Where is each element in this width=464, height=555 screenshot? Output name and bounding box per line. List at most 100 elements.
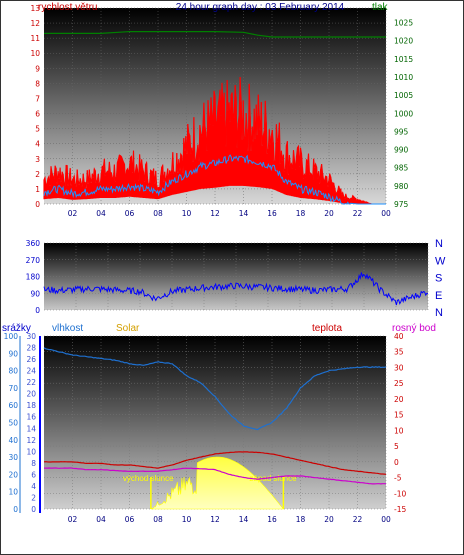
rain-tick-label: 6 — [31, 470, 36, 479]
direction-tick-label: 270 — [26, 256, 41, 265]
pressure-tick-label: 995 — [394, 127, 409, 136]
temp-x-tick-label: 02 — [68, 515, 78, 524]
wind-tick-label: 12 — [30, 19, 40, 28]
temp-tick-label: 40 — [394, 332, 404, 341]
wind-x-tick-label: 08 — [153, 209, 163, 218]
temp-x-tick-label: 20 — [324, 515, 334, 524]
rain-tick-label: 2 — [31, 493, 36, 502]
humidity-axis-title: vlhkost — [52, 323, 83, 334]
wind-x-tick-label: 18 — [296, 209, 306, 218]
wind-direction-series — [43, 272, 429, 306]
temp-tick-label: 10 — [394, 426, 404, 435]
temp-x-tick-label: 14 — [239, 515, 249, 524]
direction-tick-label: 90 — [30, 289, 40, 298]
wind-x-tick-label: 14 — [239, 209, 249, 218]
temp-tick-label: 25 — [394, 379, 404, 388]
wind-x-tick-label: 12 — [210, 209, 220, 218]
pressure-tick-label: 1005 — [394, 91, 413, 100]
rain-tick-label: 10 — [26, 447, 36, 456]
humidity-tick-label: 90 — [8, 349, 18, 358]
pressure-axis-title: tlak — [372, 2, 389, 13]
rain-tick-label: 26 — [26, 355, 36, 364]
chart-title: 24 hour graph day : 03 February 2014 — [176, 2, 345, 13]
rain-tick-label: 28 — [26, 344, 36, 353]
temperature-series — [43, 451, 387, 475]
rain-tick-label: 20 — [26, 390, 36, 399]
pressure-tick-label: 1000 — [394, 109, 413, 118]
wind-tick-label: 5 — [35, 125, 40, 134]
sunrise-label: východ slunce — [123, 474, 174, 483]
wind-tick-label: 0 — [35, 200, 40, 209]
humidity-tick-label: 100 — [4, 332, 19, 341]
temp-x-tick-label: 04 — [96, 515, 106, 524]
pressure-tick-label: 1010 — [394, 73, 413, 82]
humidity-tick-label: 70 — [8, 384, 18, 393]
direction-tick-label: 360 — [26, 239, 41, 248]
pressure-tick-label: 1020 — [394, 37, 413, 46]
temp-x-tick-label: 08 — [153, 515, 163, 524]
temperature-axis-title: teplota — [312, 323, 342, 334]
rain-tick-label: 12 — [26, 436, 36, 445]
humidity-tick-label: 40 — [8, 436, 18, 445]
temp-x-tick-label: 06 — [125, 515, 135, 524]
wind-tick-label: 3 — [35, 155, 40, 164]
wind-x-tick-label: 10 — [182, 209, 192, 218]
pressure-tick-label: 1015 — [394, 55, 413, 64]
temp-tick-label: 20 — [394, 395, 404, 404]
temp-tick-label: 30 — [394, 363, 404, 372]
humidity-tick-label: 50 — [8, 419, 18, 428]
wind-tick-label: 9 — [35, 64, 40, 73]
temp-tick-label: 5 — [394, 442, 399, 451]
temp-x-tick-label: 16 — [267, 515, 277, 524]
pressure-tick-label: 975 — [394, 200, 409, 209]
wind-tick-label: 10 — [30, 49, 40, 58]
pressure-series — [44, 31, 386, 38]
temp-x-tick-label: 22 — [353, 515, 363, 524]
pressure-tick-label: 1025 — [394, 19, 413, 28]
rain-tick-label: 14 — [26, 424, 36, 433]
dewpoint-series — [44, 467, 387, 485]
rain-tick-label: 8 — [31, 459, 36, 468]
direction-compass-letter: E — [435, 290, 442, 302]
humidity-tick-label: 80 — [8, 367, 18, 376]
solar-series — [150, 456, 285, 510]
wind-x-tick-label: 22 — [353, 209, 363, 218]
humidity-tick-label: 30 — [8, 453, 18, 462]
pressure-tick-label: 990 — [394, 146, 409, 155]
temp-tick-label: -15 — [394, 505, 406, 514]
wind-gust-line — [43, 76, 386, 205]
solar-axis-title: Solar — [116, 323, 140, 334]
wind-x-tick-label: 04 — [96, 209, 106, 218]
dewpoint-axis-title: rosný bod — [392, 323, 436, 334]
wind-x-tick-label: 02 — [68, 209, 78, 218]
wind-tick-label: 1 — [35, 185, 40, 194]
wind-x-tick-label: 16 — [267, 209, 277, 218]
temp-x-tick-label: 00 — [381, 515, 391, 524]
wind-tick-label: 13 — [30, 4, 40, 13]
direction-compass-letter: W — [435, 255, 446, 267]
wind-x-tick-label: 00 — [381, 209, 391, 218]
pressure-tick-label: 980 — [394, 182, 409, 191]
humidity-tick-label: 60 — [8, 401, 18, 410]
rain-tick-label: 24 — [26, 367, 36, 376]
rain-tick-label: 16 — [26, 413, 36, 422]
wind-gust-series — [43, 77, 372, 204]
wind-tick-label: 4 — [35, 140, 40, 149]
wind-tick-label: 11 — [30, 34, 40, 43]
temp-tick-label: -5 — [394, 474, 402, 483]
humidity-tick-label: 10 — [8, 488, 18, 497]
temp-tick-label: 0 — [394, 458, 399, 467]
rain-tick-label: 0 — [31, 505, 36, 514]
pressure-tick-label: 985 — [394, 164, 409, 173]
temp-x-tick-label: 10 — [182, 515, 192, 524]
wind-average-series — [43, 154, 386, 205]
direction-compass-letter: S — [435, 273, 442, 285]
rain-tick-label: 22 — [26, 378, 36, 387]
rain-axis-title: srážky — [2, 323, 31, 334]
temp-tick-label: -10 — [394, 489, 406, 498]
sunset-label: západ slunce — [249, 474, 297, 483]
wind-x-tick-label: 20 — [324, 209, 334, 218]
rain-tick-label: 30 — [26, 332, 36, 341]
wind-tick-label: 8 — [35, 79, 40, 88]
